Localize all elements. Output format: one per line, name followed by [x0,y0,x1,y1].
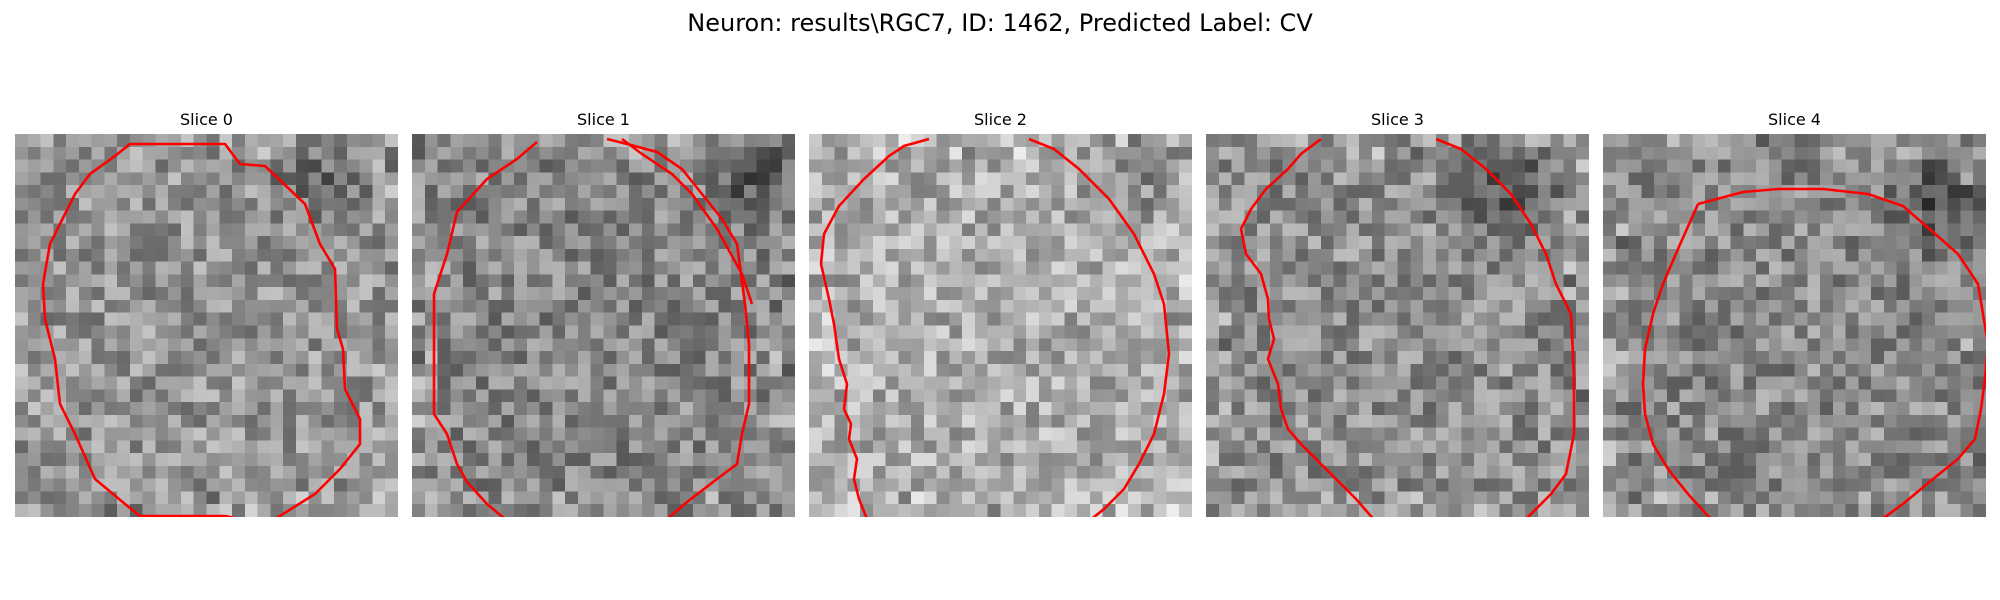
contour-line [1641,187,1986,517]
slice-image-4 [1603,134,1986,517]
contour-line [432,137,751,517]
pixel-grid [15,134,398,517]
slice-panel-4: Slice 4 [1603,107,1986,520]
pixel-grid [809,134,1192,517]
contour-line [1239,137,1374,517]
pixel-grid [1206,134,1589,517]
slice-image-2 [809,134,1192,517]
slice-title-3: Slice 3 [1371,110,1424,129]
slice-title-4: Slice 4 [1768,110,1821,129]
slice-image-1 [412,134,795,517]
slice-panel-1: Slice 1 [412,107,795,520]
slice-image-0 [15,134,398,517]
slice-panel-2: Slice 2 [809,107,1192,520]
figure-title: Neuron: results\RGC7, ID: 1462, Predicte… [687,9,1313,37]
slice-panel-3: Slice 3 [1206,107,1589,520]
contour-line-secondary [621,137,754,305]
slice-image-3 [1206,134,1589,517]
slice-title-0: Slice 0 [180,110,233,129]
contour-line [41,142,362,517]
pixel-grid [1603,134,1986,517]
contour-line-secondary [1435,137,1576,517]
slice-title-1: Slice 1 [577,110,630,129]
contour-line-secondary [1028,137,1171,517]
contour-line [819,137,930,517]
slice-panel-0: Slice 0 [15,107,398,520]
slice-title-2: Slice 2 [974,110,1027,129]
